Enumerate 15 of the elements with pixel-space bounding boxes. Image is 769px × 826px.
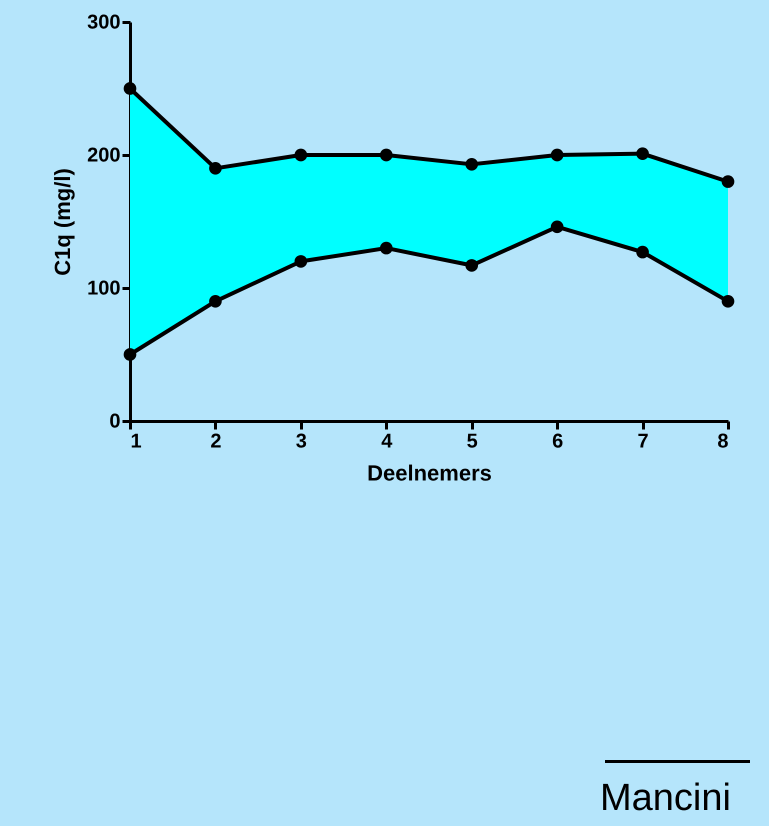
x-tick-label: 5 (466, 430, 478, 452)
y-tick-label: 200 (87, 144, 120, 166)
x-tick-label: 6 (552, 430, 564, 452)
x-tick-label: 2 (210, 430, 222, 452)
x-tick-label: 4 (381, 430, 394, 452)
text: Mancini (600, 777, 732, 820)
y-axis-title: C1q (mg/l) (50, 168, 76, 276)
x-tick-label: 8 (717, 430, 728, 452)
y-tick-label: 100 (87, 278, 120, 300)
y-tick-label: 0 (109, 410, 120, 432)
x-tick-label: 7 (638, 430, 649, 452)
x-tick-label: 3 (296, 430, 307, 452)
y-tick-label: 300 (87, 12, 120, 34)
x-tick-label: 1 (130, 430, 142, 452)
x-axis-title: Deelnemers (367, 460, 492, 486)
